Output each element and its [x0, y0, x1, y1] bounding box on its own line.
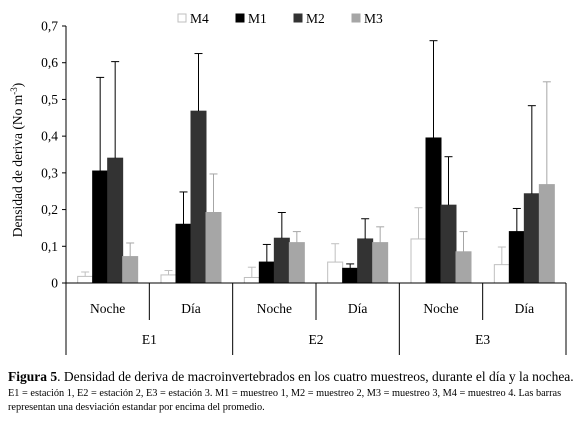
- bar-m2: [273, 237, 290, 284]
- x-subcategory-label: Día: [181, 301, 201, 316]
- figure-caption: Figura 5. Densidad de deriva de macroinv…: [8, 368, 574, 414]
- caption-main: Figura 5. Densidad de deriva de macroinv…: [8, 368, 574, 385]
- y-tick-label: 0,3: [41, 165, 58, 180]
- caption-figure-label: Figura 5: [8, 369, 58, 384]
- x-subcategory-label: Día: [348, 301, 368, 316]
- y-tick-label: 0,2: [41, 202, 58, 217]
- x-axis: Noche Día E1 Noche Día E2 Noche Día E3: [65, 282, 567, 355]
- bar-m3: [122, 256, 139, 284]
- x-subcategory-label: Día: [515, 301, 535, 316]
- legend-label-m4: M4: [190, 11, 209, 26]
- bar-m3: [288, 242, 305, 284]
- caption-note: E1 = estación 1, E2 = estación 2, E3 = e…: [8, 388, 562, 413]
- y-axis-label: Densidad de deriva (No m-3): [9, 83, 25, 237]
- legend-swatch-m3: [351, 13, 361, 23]
- bar-m1: [342, 267, 359, 284]
- bar-m4: [410, 238, 427, 284]
- y-tick-label: 0,7: [41, 19, 58, 34]
- chart-legend: M4 M1 M2 M3: [177, 11, 383, 26]
- bar-m4: [327, 261, 344, 284]
- y-axis-label-close: ): [10, 83, 25, 88]
- legend-label-m3: M3: [364, 11, 383, 26]
- bar-m2: [523, 193, 540, 284]
- bar-m2: [107, 157, 124, 284]
- x-subcategory-label: Noche: [257, 301, 292, 316]
- y-tick-label: 0,4: [41, 129, 58, 144]
- y-tick-label: 0,1: [41, 239, 58, 254]
- y-axis: 0 0,1 0,2 0,3 0,4 0,5 0,6 0,7: [41, 19, 67, 291]
- caption-main-text: . Densidad de deriva de macroinvertebrad…: [57, 369, 574, 384]
- legend-label-m1: M1: [248, 11, 267, 26]
- bar-series: [77, 110, 555, 284]
- legend-label-m2: M2: [306, 11, 325, 26]
- bar-m1: [92, 170, 109, 284]
- x-group-label: E2: [309, 332, 324, 347]
- bar-m1: [175, 223, 192, 284]
- legend-swatch-m4: [177, 13, 187, 23]
- x-group-label: E3: [475, 332, 490, 347]
- bar-m2: [190, 110, 207, 284]
- x-subcategory-label: Noche: [423, 301, 458, 316]
- bar-m3: [372, 242, 389, 284]
- bar-m3: [455, 251, 472, 284]
- bar-m4: [160, 274, 177, 284]
- bar-m4: [243, 276, 260, 284]
- bar-m3: [205, 212, 222, 284]
- bar-m1: [508, 231, 525, 284]
- y-tick-label: 0,6: [41, 55, 58, 70]
- legend-swatch-m2: [293, 13, 303, 23]
- x-subcategory-label: Noche: [90, 301, 125, 316]
- drift-density-chart: M4 M1 M2 M3 Densidad de deriva (No m-3) 0 0,…: [9, 11, 567, 355]
- bar-m4: [77, 275, 94, 284]
- bar-m4: [493, 264, 510, 284]
- y-axis-label-text: Densidad de deriva (No m: [10, 94, 25, 237]
- y-tick-label: 0,5: [41, 92, 58, 107]
- bar-m2: [440, 204, 457, 284]
- bar-m3: [538, 184, 555, 284]
- y-axis-label-superscript: -3: [9, 87, 19, 95]
- x-group-label: E1: [142, 332, 157, 347]
- error-bars: [81, 40, 551, 278]
- legend-swatch-m1: [235, 13, 245, 23]
- y-tick-label: 0: [51, 276, 58, 291]
- bar-m1: [258, 261, 275, 284]
- bar-m2: [357, 238, 374, 284]
- bar-m1: [425, 137, 442, 284]
